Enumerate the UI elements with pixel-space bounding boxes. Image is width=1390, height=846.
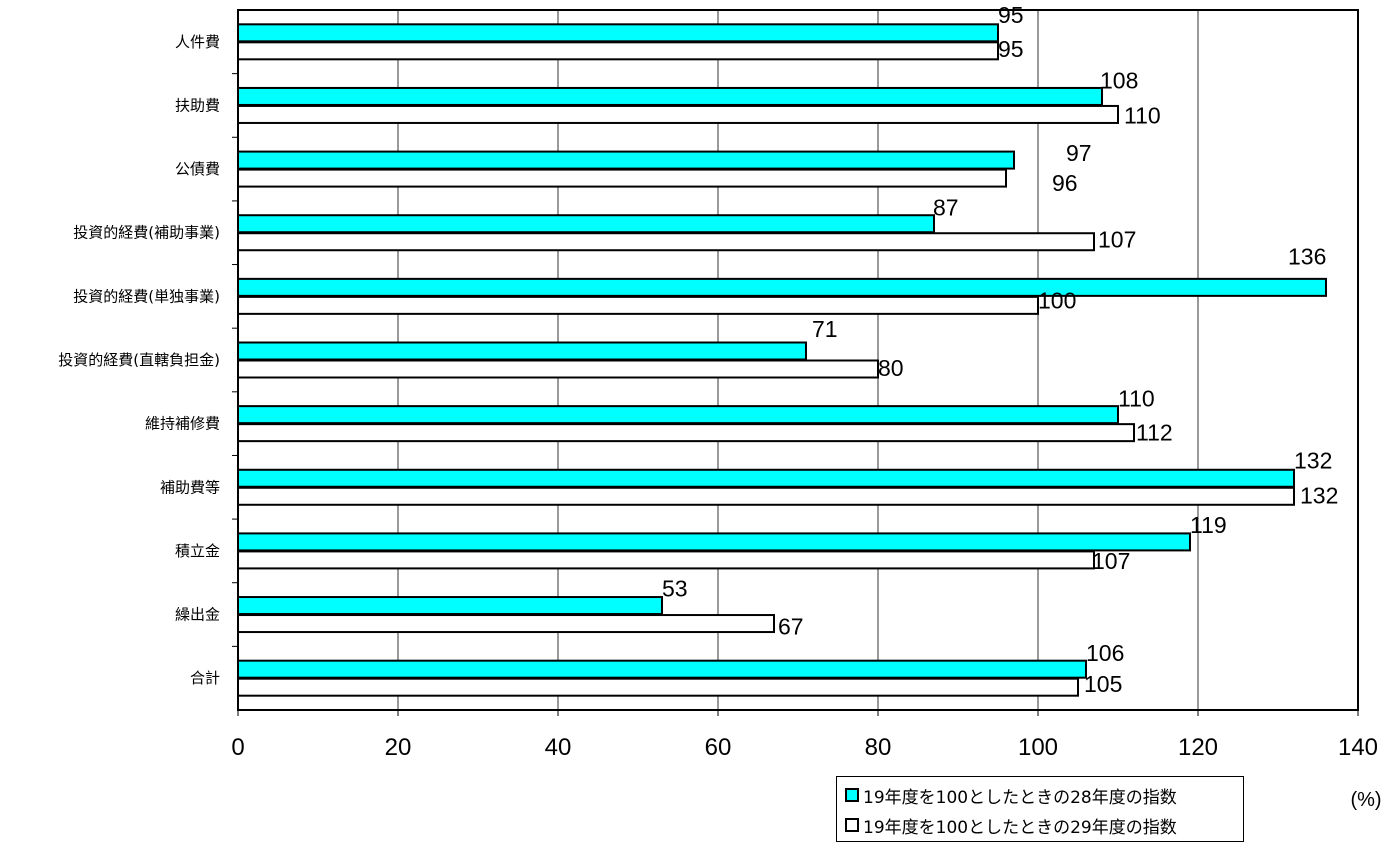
data-label: 107 (1098, 227, 1136, 253)
legend-item-2029: 19年度を100としたときの29年度の指数 (845, 811, 1177, 839)
bar-2028 (237, 214, 935, 234)
data-label: 53 (662, 576, 688, 602)
category-label: 投資的経費(単独事業) (73, 287, 220, 305)
category-label: 扶助費 (175, 96, 220, 114)
category-label: 合計 (190, 669, 220, 687)
legend-swatch-cyan (845, 788, 859, 802)
category-label: 補助費等 (160, 478, 220, 496)
x-tick-label: 100 (1018, 734, 1058, 761)
bar-2029 (237, 359, 879, 379)
axes (232, 9, 1359, 716)
data-label: 107 (1092, 548, 1130, 574)
data-label: 67 (778, 614, 804, 640)
bar-2028 (237, 150, 1015, 170)
data-label: 136 (1288, 243, 1326, 269)
bar-2028 (237, 532, 1191, 552)
bar-2028 (237, 341, 807, 361)
bar-2029 (237, 423, 1135, 443)
bar-2029 (237, 295, 1039, 315)
bar-2029 (237, 614, 775, 634)
legend: 19年度を100としたときの28年度の指数 19年度を100としたときの29年度… (836, 776, 1244, 842)
bar-2028 (237, 596, 663, 616)
bar-2028 (237, 277, 1327, 297)
category-label: 人件費 (175, 33, 220, 51)
x-tick-label: 80 (865, 734, 892, 761)
bar-2029 (237, 168, 1007, 188)
category-label: 積立金 (175, 542, 220, 560)
data-label: 87 (933, 195, 959, 221)
bar-2029 (237, 550, 1095, 570)
data-label: 112 (1136, 420, 1173, 446)
data-label: 95 (998, 2, 1024, 28)
bar-2028 (237, 23, 999, 43)
x-tick-label: 40 (545, 734, 572, 761)
plot-frame (237, 9, 1359, 711)
bar-2028 (237, 468, 1295, 488)
bar-2029 (237, 104, 1119, 124)
bar-2029 (237, 486, 1295, 506)
x-tick-label: 140 (1338, 734, 1378, 761)
data-label: 95 (998, 36, 1024, 62)
data-label: 106 (1086, 640, 1124, 666)
x-tick-label: 0 (231, 734, 244, 761)
data-label: 119 (1190, 512, 1227, 538)
category-label: 公債費 (175, 160, 220, 178)
data-label: 132 (1294, 447, 1332, 473)
x-tick-label: 120 (1178, 734, 1218, 761)
data-label: 97 (1066, 140, 1092, 166)
data-label: 110 (1118, 386, 1155, 412)
bar-2029 (237, 677, 1079, 697)
data-label: 110 (1124, 102, 1161, 128)
data-label: 108 (1100, 67, 1138, 93)
unit-label: (%) (1350, 789, 1381, 811)
data-label: 100 (1038, 287, 1076, 313)
bar-2028 (237, 659, 1087, 679)
bar-2029 (237, 41, 999, 61)
data-label: 105 (1084, 671, 1122, 697)
legend-swatch-white (845, 818, 859, 832)
category-label: 繰出金 (175, 606, 220, 624)
category-label: 投資的経費(直轄負担金) (58, 351, 220, 369)
data-label: 71 (812, 316, 838, 342)
data-label: 96 (1052, 170, 1078, 196)
x-tick-label: 20 (385, 734, 412, 761)
bar-2028 (237, 86, 1103, 106)
category-label: 投資的経費(補助事業) (73, 224, 220, 242)
bar-2029 (237, 232, 1095, 252)
bars (237, 23, 1327, 697)
labels: 0 20 40 60 80 100 120 140 人件費 95 95 扶助費 108 110 公債費 97 9… (58, 2, 1378, 761)
legend-label: 19年度を100としたときの28年度の指数 (863, 787, 1177, 808)
legend-item-2028: 19年度を100としたときの28年度の指数 (845, 781, 1177, 809)
data-label: 80 (878, 355, 904, 381)
data-label: 132 (1300, 482, 1338, 508)
legend-label: 19年度を100としたときの29年度の指数 (863, 817, 1177, 838)
bar-2028 (237, 405, 1119, 425)
x-tick-label: 60 (705, 734, 732, 761)
category-label: 維持補修費 (145, 415, 220, 433)
